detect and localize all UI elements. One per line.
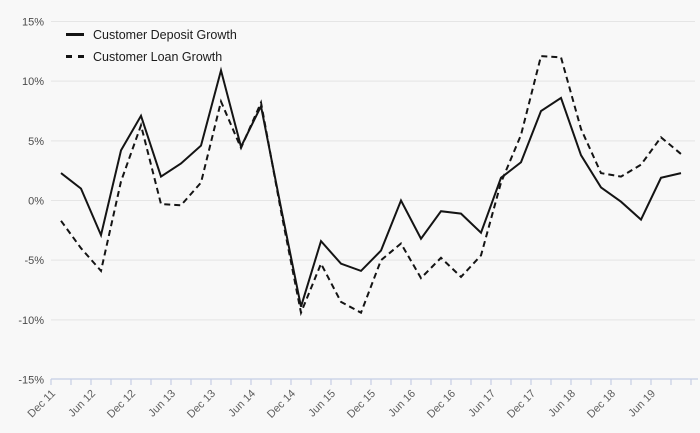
legend-item-deposit-growth: Customer Deposit Growth bbox=[66, 27, 237, 42]
x-axis-label: Dec 12 bbox=[105, 388, 138, 421]
y-axis-label: 5% bbox=[28, 136, 44, 148]
x-axis-label: Dec 13 bbox=[185, 388, 218, 421]
y-axis-label: -10% bbox=[18, 315, 44, 327]
legend: Customer Deposit Growth Customer Loan Gr… bbox=[66, 27, 237, 64]
x-axis-label: Jun 14 bbox=[226, 388, 258, 420]
y-axis-label: -5% bbox=[24, 255, 44, 267]
x-axis-label: Dec 15 bbox=[345, 388, 378, 421]
y-axis-label: -15% bbox=[18, 374, 44, 386]
x-axis-label: Jun 16 bbox=[386, 388, 418, 420]
x-axis-label: Jun 13 bbox=[146, 388, 178, 420]
legend-label-deposit-growth: Customer Deposit Growth bbox=[93, 27, 237, 42]
legend-item-loan-growth: Customer Loan Growth bbox=[66, 49, 237, 64]
dashed-line-swatch-icon bbox=[66, 55, 84, 58]
x-axis-label: Jun 19 bbox=[626, 388, 658, 420]
y-axis-label: 15% bbox=[22, 17, 44, 29]
x-axis-label: Dec 17 bbox=[505, 388, 538, 421]
x-axis-label: Dec 11 bbox=[26, 388, 59, 421]
solid-line-swatch-icon bbox=[66, 33, 84, 36]
x-axis-label: Jun 18 bbox=[546, 388, 578, 420]
x-axis-label: Dec 14 bbox=[265, 388, 298, 421]
x-axis-label: Jun 17 bbox=[466, 388, 498, 420]
y-axis-label: 0% bbox=[28, 196, 44, 208]
legend-label-loan-growth: Customer Loan Growth bbox=[93, 49, 223, 64]
deposit-growth-line bbox=[60, 66, 682, 307]
x-axis-label: Dec 16 bbox=[425, 388, 458, 421]
y-axis-label: 10% bbox=[22, 76, 44, 88]
x-axis-label: Jun 12 bbox=[66, 388, 98, 420]
x-axis-label: Jun 15 bbox=[306, 388, 338, 420]
loan-growth-line bbox=[60, 55, 682, 317]
x-axis-label: Dec 18 bbox=[585, 388, 618, 421]
